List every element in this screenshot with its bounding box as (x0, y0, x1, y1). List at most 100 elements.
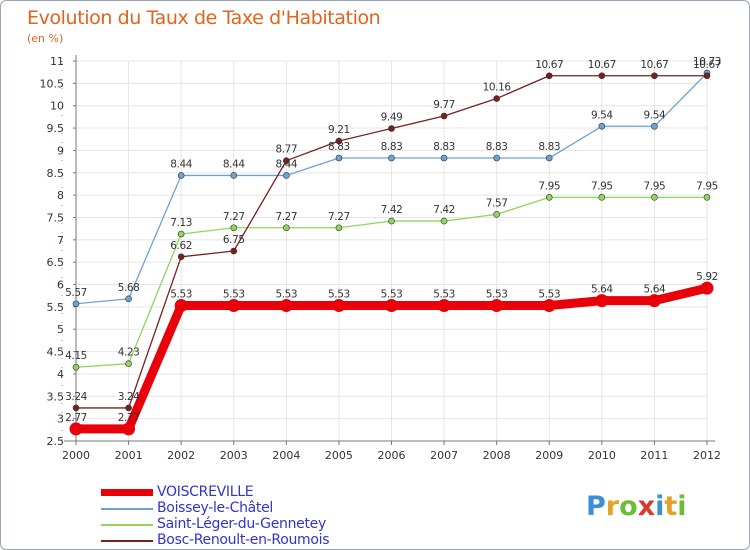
data-label-saint-leger-du-gennetey: 7.13 (170, 217, 192, 229)
data-label-boissey-le-chatel: 5.68 (118, 282, 140, 294)
data-point-boissey-le-chatel (651, 122, 658, 130)
data-point-boissey-le-chatel (440, 154, 448, 162)
data-point-bosc-renoult-en-roumois (651, 72, 658, 80)
data-point-boissey-le-chatel (493, 154, 500, 162)
data-label-saint-leger-du-gennetey: 4.23 (118, 347, 140, 359)
data-point-saint-leger-du-gennetey (388, 217, 395, 225)
x-tick-label: 2002 (167, 449, 195, 462)
data-label-bosc-renoult-en-roumois: 9.49 (381, 112, 403, 124)
data-point-voiscreville (595, 294, 609, 308)
data-point-boissey-le-chatel (177, 172, 185, 179)
data-point-boissey-le-chatel (388, 154, 395, 162)
data-label-layer: 2.77 2.77 5.53 5.53 5.53 5.53 5.53 5.53 5.53 5.53… (65, 56, 721, 424)
data-point-bosc-renoult-en-roumois (703, 72, 711, 80)
y-tick-label: 11 (50, 55, 64, 68)
data-label-saint-leger-du-gennetey: 7.42 (433, 204, 455, 216)
data-label-bosc-renoult-en-roumois: 10.67 (693, 59, 721, 71)
data-label-boissey-le-chatel: 8.83 (328, 141, 350, 153)
data-point-saint-leger-du-gennetey (72, 363, 80, 371)
proxiti-logo: Proxiti (586, 491, 687, 522)
data-label-boissey-le-chatel: 9.54 (644, 109, 666, 121)
y-tick-label: 9.5 (47, 122, 65, 135)
x-tick-label: 2000 (62, 449, 90, 462)
x-tick-label: 2012 (693, 449, 721, 462)
y-tick-label: 2.5 (47, 435, 65, 448)
data-point-voiscreville (227, 299, 241, 313)
data-label-boissey-le-chatel: 8.83 (486, 141, 508, 153)
y-tick-label: 3.5 (47, 390, 65, 403)
x-tick-label: 2003 (220, 449, 248, 462)
data-point-voiscreville (700, 281, 714, 295)
logo-letter: i (655, 491, 665, 522)
data-label-boissey-le-chatel: 5.57 (65, 287, 87, 299)
data-point-saint-leger-du-gennetey (230, 224, 238, 232)
legend-label-boissey: Boissey-le-Châtel (157, 500, 274, 516)
legend-label-saint-leger: Saint-Léger-du-Gennetey (157, 516, 326, 532)
logo-letter: r (605, 491, 620, 522)
y-tick-label: 7 (57, 234, 64, 247)
data-label-voiscreville: 5.53 (538, 289, 560, 301)
data-point-boissey-le-chatel (72, 300, 80, 308)
data-label-voiscreville: 5.64 (644, 284, 666, 296)
x-tick-label: 2007 (430, 449, 458, 462)
data-point-bosc-renoult-en-roumois (283, 157, 290, 164)
data-point-boissey-le-chatel (545, 154, 553, 162)
axis-layer: 2.533.544.555.566.577.588.599.51010.5112… (40, 55, 721, 462)
data-point-boissey-le-chatel (125, 295, 132, 303)
data-point-bosc-renoult-en-roumois (72, 404, 80, 412)
data-point-bosc-renoult-en-roumois (545, 72, 553, 80)
data-label-bosc-renoult-en-roumois: 9.21 (328, 124, 350, 136)
y-tick-label: 5 (57, 323, 64, 336)
data-point-voiscreville (69, 422, 83, 436)
y-tick-label: 6 (57, 279, 64, 292)
x-tick-label: 2004 (272, 449, 300, 462)
data-point-voiscreville (174, 299, 188, 313)
logo-letter: x (637, 491, 656, 522)
data-point-bosc-renoult-en-roumois (177, 253, 185, 261)
legend-swatch-saint-leger (101, 524, 153, 526)
data-label-voiscreville: 5.92 (696, 271, 718, 283)
y-tick-label: 3 (57, 413, 64, 426)
data-point-boissey-le-chatel (230, 172, 238, 179)
x-tick-label: 2011 (640, 449, 668, 462)
data-label-saint-leger-du-gennetey: 7.95 (591, 180, 613, 192)
data-label-boissey-le-chatel: 10.73 (693, 56, 721, 68)
chart-title: Evolution du Taux de Taxe d'Habitation (27, 7, 381, 29)
data-label-saint-leger-du-gennetey: 7.95 (644, 180, 666, 192)
y-tick-label: 8.5 (47, 167, 65, 180)
x-tick-label: 2008 (483, 449, 511, 462)
data-point-boissey-le-chatel (283, 172, 290, 179)
data-label-saint-leger-du-gennetey: 7.27 (328, 211, 350, 223)
data-point-boissey-le-chatel (598, 122, 606, 130)
data-point-bosc-renoult-en-roumois (440, 112, 448, 120)
data-point-bosc-renoult-en-roumois (493, 95, 500, 102)
data-label-bosc-renoult-en-roumois: 10.67 (535, 59, 563, 71)
x-tick-label: 2005 (325, 449, 353, 462)
data-label-bosc-renoult-en-roumois: 3.24 (65, 391, 87, 403)
data-label-voiscreville: 5.53 (170, 289, 192, 301)
data-label-boissey-le-chatel: 8.44 (170, 158, 192, 170)
legend-swatch-bosc-renoult (101, 540, 153, 542)
y-tick-label: 7.5 (47, 211, 65, 224)
data-point-saint-leger-du-gennetey (651, 194, 658, 201)
y-tick-label: 5.5 (47, 301, 65, 314)
y-tick-label: 10.5 (40, 77, 65, 90)
data-label-saint-leger-du-gennetey: 7.95 (696, 180, 718, 192)
data-label-boissey-le-chatel: 8.44 (275, 158, 297, 170)
data-label-voiscreville: 5.53 (275, 289, 297, 301)
logo-letter: t (664, 491, 678, 522)
data-point-voiscreville (437, 299, 451, 313)
data-label-voiscreville: 5.53 (381, 289, 403, 301)
y-tick-label: 4.5 (47, 346, 65, 359)
data-point-saint-leger-du-gennetey (545, 194, 553, 201)
data-point-voiscreville (122, 422, 136, 436)
data-label-boissey-le-chatel: 8.44 (223, 158, 245, 170)
logo-letter: i (677, 491, 687, 522)
data-point-voiscreville (647, 294, 661, 308)
data-label-voiscreville: 5.53 (433, 289, 455, 301)
legend-label-voiscreville: VOISCREVILLE (157, 484, 254, 500)
data-label-saint-leger-du-gennetey: 7.57 (486, 197, 508, 209)
chart-subtitle: (en %) (27, 32, 64, 45)
y-tick-label: 9 (57, 144, 64, 157)
